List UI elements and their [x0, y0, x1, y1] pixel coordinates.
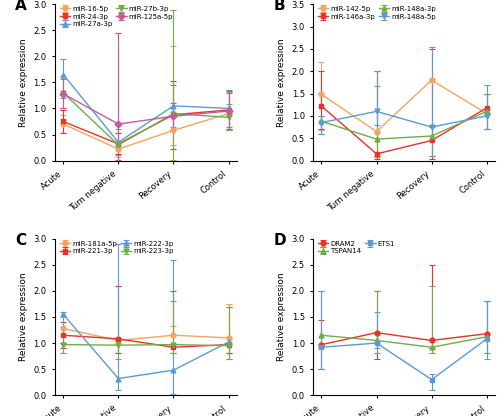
Legend: DRAM2, TSPAN14, ETS1: DRAM2, TSPAN14, ETS1: [316, 239, 396, 256]
Y-axis label: Relative expression: Relative expression: [19, 272, 28, 362]
Y-axis label: Relative expression: Relative expression: [19, 38, 28, 127]
Y-axis label: Relative expression: Relative expression: [277, 38, 286, 127]
Y-axis label: Relative expression: Relative expression: [277, 272, 286, 362]
Text: D: D: [273, 233, 286, 248]
Text: A: A: [15, 0, 27, 13]
Legend: miR-181a-5p, miR-221-3p, miR-222-3p, miR-223-3p: miR-181a-5p, miR-221-3p, miR-222-3p, miR…: [58, 239, 175, 256]
Legend: miR-16-5p, miR-24-3p, miR-27a-3p, miR-27b-3p, miR-125a-5p: miR-16-5p, miR-24-3p, miR-27a-3p, miR-27…: [58, 5, 174, 29]
Text: B: B: [273, 0, 285, 13]
Text: C: C: [15, 233, 26, 248]
Legend: miR-142-5p, miR-146a-3p, miR-148a-3p, miR-148a-5p: miR-142-5p, miR-146a-3p, miR-148a-3p, mi…: [316, 5, 438, 21]
